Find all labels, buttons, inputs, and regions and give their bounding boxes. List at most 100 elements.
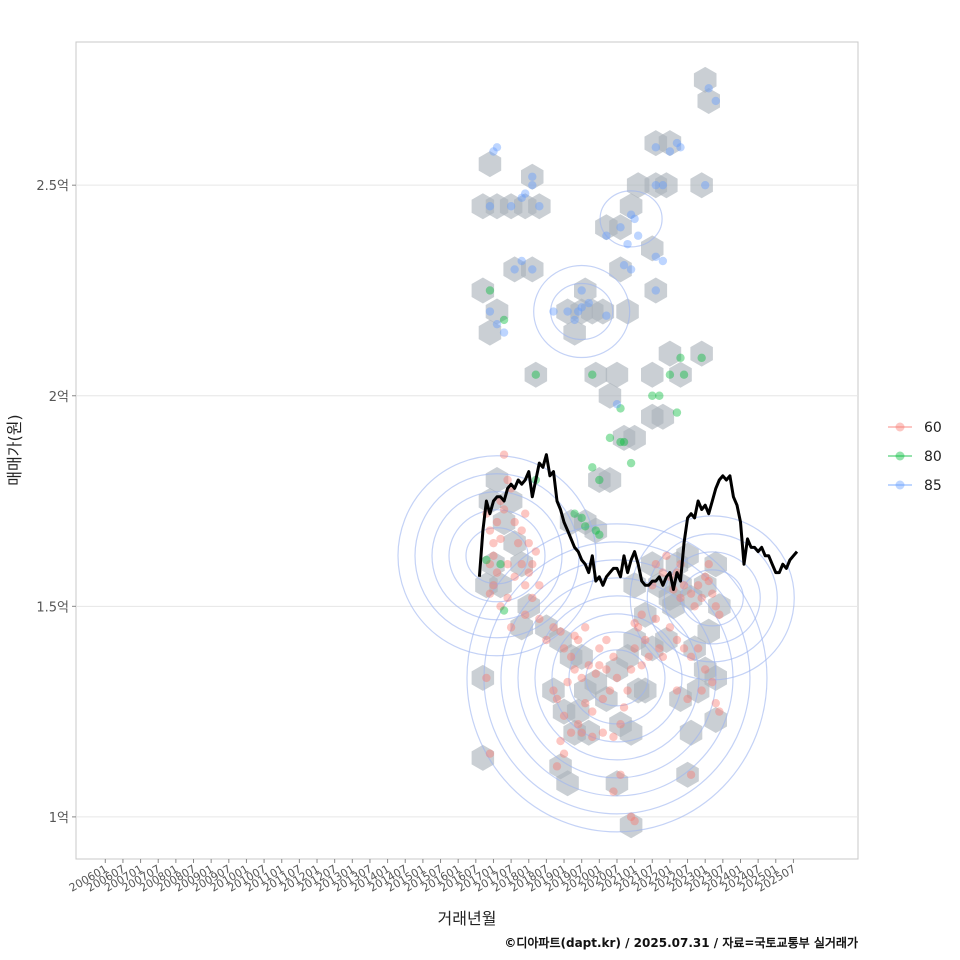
point-series-85	[623, 239, 632, 249]
hexbin-cell	[584, 517, 608, 544]
point-series-80	[570, 509, 579, 518]
point-series-60	[528, 560, 537, 569]
point-series-85	[510, 265, 519, 274]
hexbin-cell	[669, 361, 692, 388]
point-series-60	[503, 593, 512, 603]
density-contour	[568, 631, 666, 725]
density-contour	[663, 551, 761, 645]
point-series-85	[517, 193, 526, 203]
point-series-60	[566, 652, 576, 662]
point-series-85	[492, 319, 502, 329]
point-series-85	[528, 265, 537, 274]
point-series-85	[535, 202, 544, 211]
point-series-60	[644, 652, 653, 662]
point-series-60	[697, 686, 706, 695]
point-series-80	[485, 286, 495, 295]
point-series-60	[496, 534, 505, 544]
trend-line	[477, 453, 799, 591]
hexbin-cell	[658, 130, 682, 157]
legend: 60 80 85	[888, 420, 942, 494]
point-series-60	[510, 517, 519, 527]
point-series-85	[630, 214, 639, 224]
point-series-80	[588, 370, 597, 379]
point-series-80	[619, 437, 629, 447]
point-series-60	[686, 770, 696, 779]
density-contour	[599, 190, 663, 248]
point-series-60	[577, 673, 586, 683]
point-series-60	[630, 816, 639, 826]
point-series-60	[602, 665, 611, 674]
density-contour	[517, 577, 717, 779]
hexbin-cell	[605, 361, 629, 388]
point-series-60	[581, 698, 590, 708]
point-series-60	[616, 720, 625, 729]
point-series-60	[496, 602, 505, 611]
hexbin-cell	[566, 698, 590, 725]
density-contour	[500, 559, 734, 797]
point-series-80	[655, 391, 664, 400]
hexbin-layer	[471, 66, 731, 839]
point-series-85	[521, 189, 530, 198]
point-series-60	[672, 686, 682, 695]
point-series-60	[485, 560, 495, 569]
point-series-60	[637, 610, 646, 619]
point-series-60	[556, 736, 565, 746]
point-series-85	[619, 261, 629, 270]
hexbin-cell	[623, 424, 646, 451]
density-contour	[550, 282, 614, 341]
hexbin-cell	[641, 551, 664, 578]
density-contour	[431, 491, 563, 621]
point-series-60	[693, 644, 703, 653]
hexbin-cell	[471, 664, 495, 691]
hexbin-cell	[658, 340, 682, 367]
hexbin-cell	[478, 319, 502, 346]
point-series-80	[665, 370, 675, 379]
point-series-60	[598, 694, 608, 704]
point-series-60	[485, 526, 495, 535]
point-series-60	[697, 593, 706, 603]
hexbin-cell	[605, 770, 629, 797]
point-series-60	[662, 551, 671, 560]
point-series-60	[524, 568, 533, 577]
hexbin-cell	[641, 235, 664, 262]
density-contour	[680, 569, 744, 627]
point-series-80	[588, 463, 597, 472]
point-series-85	[704, 84, 713, 93]
point-series-60	[679, 581, 689, 590]
point-series-60	[499, 450, 509, 459]
point-series-60	[679, 644, 689, 653]
point-series-60	[570, 631, 579, 640]
point-series-60	[559, 644, 569, 653]
hexbin-cell	[626, 172, 650, 199]
point-series-80	[616, 404, 625, 413]
scatter-points	[482, 84, 724, 826]
density-contour	[397, 455, 597, 657]
point-series-85	[577, 286, 586, 295]
point-series-85	[626, 210, 636, 219]
point-series-60	[626, 812, 636, 822]
point-series-60	[584, 661, 593, 670]
point-series-80	[679, 370, 689, 379]
point-series-60	[570, 665, 579, 674]
point-series-60	[573, 720, 583, 729]
point-series-60	[531, 547, 541, 556]
hexbin-cell	[655, 627, 678, 653]
hexbin-cell	[598, 467, 622, 493]
density-contour	[534, 595, 700, 761]
point-series-80	[626, 458, 636, 468]
point-series-60	[715, 610, 724, 619]
point-series-60	[630, 618, 639, 628]
hexbin-cell	[521, 256, 544, 283]
legend-label-80: 80	[924, 449, 942, 465]
legend-key-85	[895, 480, 905, 490]
point-series-60	[503, 560, 512, 569]
hexbin-cell	[697, 88, 720, 114]
point-series-60	[513, 538, 523, 548]
point-series-60	[552, 694, 562, 704]
source-caption: ©디아파트(dapt.kr) / 2025.07.31 / 자료=국토교통부 실…	[504, 935, 858, 950]
point-series-85	[485, 307, 495, 316]
density-contour	[629, 515, 795, 681]
point-series-60	[528, 593, 537, 603]
point-series-80	[577, 513, 586, 523]
point-series-85	[711, 96, 720, 106]
